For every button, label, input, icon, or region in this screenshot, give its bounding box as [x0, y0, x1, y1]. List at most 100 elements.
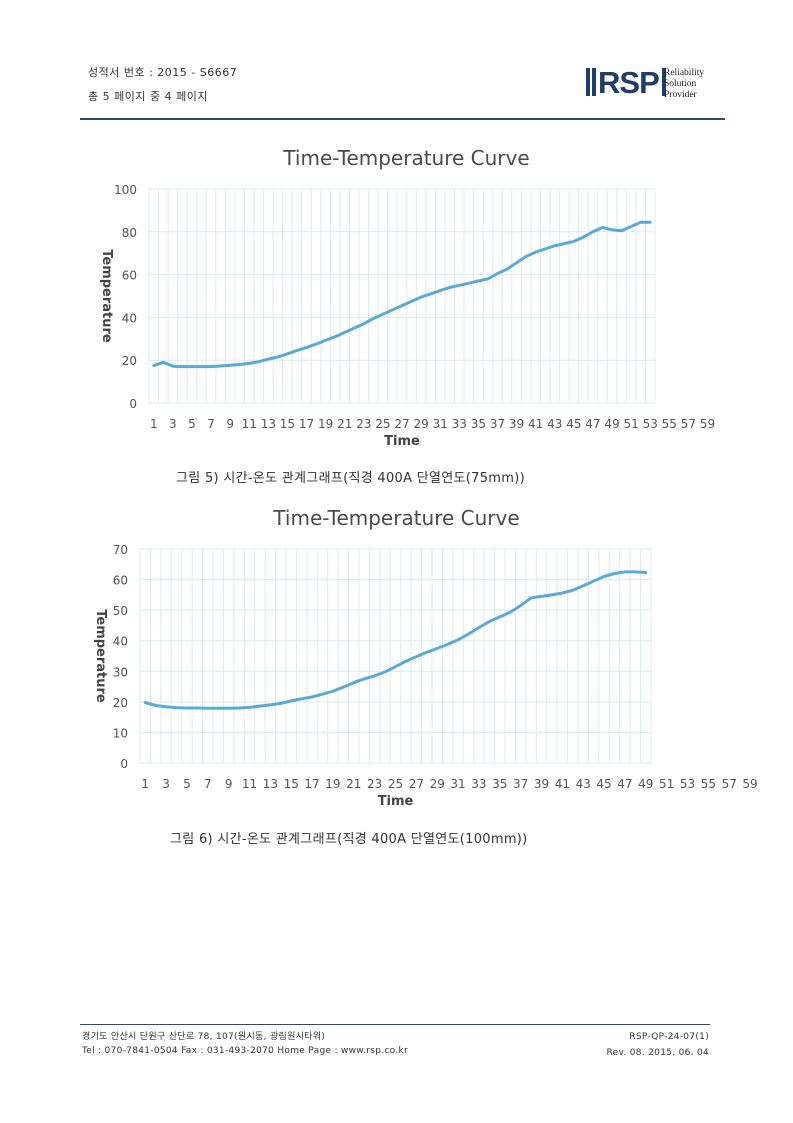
x-tick-label: 47 [585, 417, 600, 431]
x-tick-label: 3 [169, 417, 177, 431]
logo-line-reliability: Reliability [664, 68, 705, 78]
x-tick-label: 59 [742, 777, 757, 791]
x-tick-label: 17 [304, 777, 319, 791]
y-tick-label: 20 [122, 354, 137, 368]
y-tick-label: 10 [113, 726, 128, 740]
x-tick-label: 19 [318, 417, 333, 431]
x-tick-label: 41 [555, 777, 570, 791]
x-tick-label: 7 [204, 777, 212, 791]
x-tick-label: 55 [662, 417, 677, 431]
x-axis-label: Time [384, 434, 420, 449]
x-tick-label: 25 [388, 777, 403, 791]
x-tick-label: 43 [547, 417, 562, 431]
y-tick-label: 20 [113, 696, 128, 710]
x-tick-label: 59 [700, 417, 715, 431]
y-axis-label: Temperature [93, 609, 108, 703]
logo-tagline: Reliability Solution Provider [664, 68, 704, 101]
temperature-series-line [143, 570, 648, 710]
x-tick-label: 9 [225, 777, 233, 791]
y-tick-label: 30 [113, 665, 128, 679]
x-tick-label: 57 [722, 777, 737, 791]
x-tick-label: 27 [409, 777, 424, 791]
y-tick-label: 60 [113, 574, 128, 588]
x-tick-label: 39 [534, 777, 549, 791]
x-tick-label: 23 [356, 417, 371, 431]
x-tick-label: 53 [680, 777, 695, 791]
footer-revision: Rev. 08. 2015. 06. 04 [606, 1048, 709, 1058]
x-tick-label: 33 [452, 417, 467, 431]
x-tick-label: 33 [471, 777, 486, 791]
x-tick-label: 57 [681, 417, 696, 431]
x-tick-label: 39 [509, 417, 524, 431]
x-tick-label: 35 [492, 777, 507, 791]
x-tick-label: 5 [188, 417, 196, 431]
x-tick-label: 23 [367, 777, 382, 791]
y-tick-label: 0 [120, 757, 128, 771]
x-tick-label: 53 [643, 417, 658, 431]
x-tick-label: 29 [430, 777, 445, 791]
footer-contact: Tel : 070-7841-0504 Fax : 031-493-2070 H… [82, 1046, 408, 1056]
x-tick-label: 3 [162, 777, 170, 791]
x-tick-label: 31 [433, 417, 448, 431]
x-tick-label: 35 [471, 417, 486, 431]
x-tick-label: 13 [263, 777, 278, 791]
y-tick-label: 60 [122, 269, 137, 283]
chart-1-title: Time-Temperature Curve [283, 146, 530, 170]
x-tick-label: 45 [566, 417, 581, 431]
footer-doc-code: RSP-QP-24-07(1) [629, 1032, 709, 1042]
x-tick-label: 51 [659, 777, 674, 791]
logo-line-provider: Provider [664, 90, 697, 100]
footer-address: 경기도 안산시 단원구 산단로 78, 107(원시동, 광림원시타워) [82, 1032, 326, 1042]
x-tick-label: 45 [596, 777, 611, 791]
y-tick-label: 40 [122, 311, 137, 325]
x-tick-label: 41 [528, 417, 543, 431]
x-tick-label: 47 [617, 777, 632, 791]
chart-2-grid [139, 548, 652, 764]
x-tick-label: 49 [638, 777, 653, 791]
y-tick-label: 50 [113, 604, 128, 618]
x-tick-label: 13 [261, 417, 276, 431]
x-tick-label: 37 [490, 417, 505, 431]
figure-5-caption: 그림 5) 시간-온도 관계그래프(직경 400A 단열연도(75mm)) [176, 471, 525, 486]
y-axis-label: Temperature [99, 249, 114, 343]
chart-2-title: Time-Temperature Curve [273, 506, 520, 530]
x-tick-label: 21 [337, 417, 352, 431]
x-tick-label: 17 [299, 417, 314, 431]
x-tick-label: 31 [450, 777, 465, 791]
x-tick-label: 27 [394, 417, 409, 431]
x-tick-label: 51 [623, 417, 638, 431]
page-info: 총 5 페이지 중 4 페이지 [88, 90, 208, 103]
x-tick-label: 21 [346, 777, 361, 791]
x-tick-label: 7 [207, 417, 215, 431]
x-tick-label: 1 [141, 777, 149, 791]
temperature-series-line [152, 220, 652, 369]
x-tick-label: 15 [280, 417, 295, 431]
x-tick-label: 11 [242, 417, 257, 431]
x-tick-label: 25 [375, 417, 390, 431]
x-tick-label: 9 [226, 417, 234, 431]
y-tick-label: 40 [113, 635, 128, 649]
x-tick-label: 43 [576, 777, 591, 791]
x-tick-label: 1 [150, 417, 158, 431]
y-tick-label: 0 [129, 397, 137, 411]
figure-6-caption: 그림 6) 시간-온도 관계그래프(직경 400A 단열연도(100mm)) [170, 832, 528, 847]
x-tick-label: 5 [183, 777, 191, 791]
header-divider [80, 118, 725, 120]
x-tick-label: 49 [604, 417, 619, 431]
certificate-number: 성적서 번호 : 2015 - S6667 [88, 66, 238, 79]
footer-divider [80, 1024, 710, 1025]
x-axis-label: Time [378, 794, 414, 809]
x-tick-label: 55 [701, 777, 716, 791]
x-tick-label: 29 [413, 417, 428, 431]
logo-mark: RSP [586, 66, 668, 100]
rsp-logo: RSP Reliability Solution Provider [586, 66, 716, 102]
x-tick-label: 15 [284, 777, 299, 791]
chart-1-grid [148, 188, 656, 404]
y-tick-label: 70 [113, 543, 128, 557]
x-tick-label: 37 [513, 777, 528, 791]
y-tick-label: 100 [114, 183, 137, 197]
y-tick-label: 80 [122, 226, 137, 240]
x-tick-label: 11 [242, 777, 257, 791]
